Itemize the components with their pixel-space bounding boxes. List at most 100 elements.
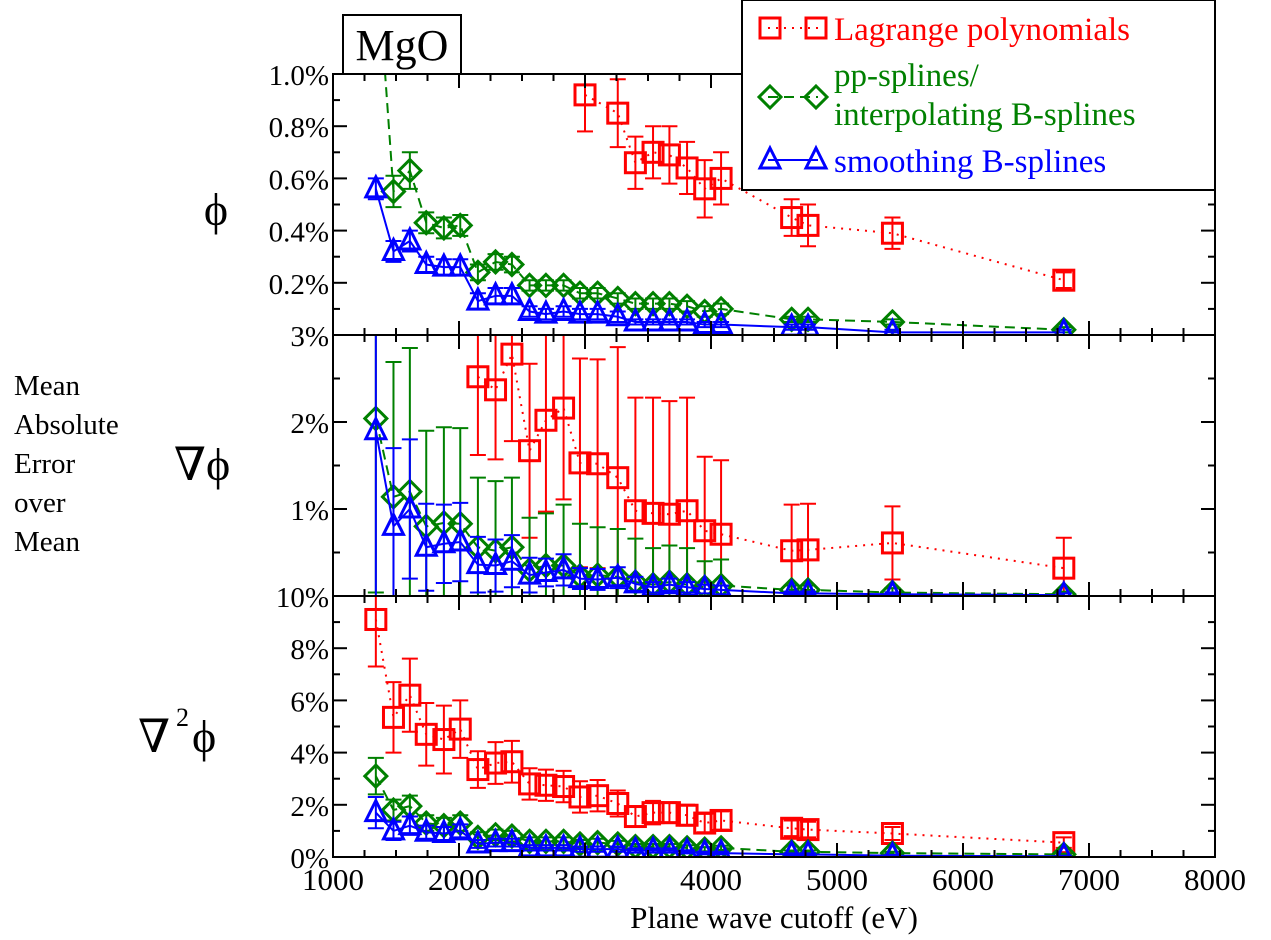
panel-2-ytick-label: 0% [290,843,329,875]
lagrange-point [709,166,733,190]
material-label: MgO [356,21,449,70]
smoothing-point [363,797,389,823]
lagrange-point [1052,556,1076,580]
panel-0-ytick-label: 0.4% [269,217,329,249]
lagrange-point [641,140,665,164]
smoothing-point [656,306,682,332]
panel-label-laplacian-phi: ∇ 2 ϕ [138,703,216,762]
smoothing-point [397,225,423,251]
legend-lagrange-marker [758,16,782,40]
smoothing-point [363,415,389,441]
smoothing-point [465,549,491,575]
lagrange-point [364,607,388,631]
smoothing-point [465,828,491,854]
smoothing-point [483,550,508,576]
lagrange-point [796,538,820,562]
material-label-box: MgO [342,14,462,75]
smoothing-point [780,311,804,335]
lagrange-point [780,539,804,563]
legend-label-ppspline-line-1: pp-splines/ [834,58,980,94]
smoothing-point [533,832,559,857]
smoothing-point [1055,579,1072,596]
ppspline-point [622,833,649,857]
panel-0-ytick-label: 0.8% [269,112,329,144]
smoothing-point [397,493,423,519]
lagrange-point [518,439,542,463]
smoothing-point [413,249,439,275]
lagrange-point [623,499,647,523]
smoothing-point [483,280,508,306]
legend-smoothing-marker [803,144,829,170]
lagrange-point [586,452,610,476]
lagrange-point [414,722,438,746]
smoothing-point [567,298,593,324]
lagrange-point [623,805,647,829]
smoothing-point [796,311,820,335]
lagrange-point [657,143,681,167]
panel-2-ytick-label: 2% [290,791,329,823]
lagrange-point [675,499,699,523]
smoothing-point [431,818,457,844]
panel-1-frame [332,334,1216,597]
ppspline-point [794,576,822,596]
smoothing-point [658,835,681,857]
panel-0-ytick-label: 0.6% [269,164,329,196]
ppspline-point [1050,581,1077,596]
lagrange-point [1052,268,1076,292]
smoothing-point [799,578,818,596]
ppspline-point [794,838,822,857]
ppspline-point [464,259,492,286]
lagrange-point [500,342,524,366]
lagrange-point [606,791,630,815]
x-tick-label: 1000 [302,862,364,897]
smoothing-point [642,835,664,857]
smoothing-point [883,317,902,335]
smoothing-point [483,827,508,853]
lagrange-point [448,717,472,741]
legend-ppspline-marker [802,83,830,111]
smoothing-point [381,511,406,536]
ylabel-line-1: Mean [14,370,81,402]
smoothing-point [585,298,611,324]
laplacian-symbol: ∇ [138,711,170,762]
ylabel-line-3: Error [14,448,76,480]
x-tick-label: 8000 [1184,862,1246,897]
panel-2-ytick-label: 8% [290,634,329,666]
lagrange-point [880,221,904,245]
lagrange-point [709,808,733,832]
x-tick-label: 4000 [680,862,742,897]
lagrange-point [693,811,717,835]
ppspline-point [879,839,906,857]
smoothing-point [605,562,631,588]
panel-2-ytick-label: 10% [276,582,329,614]
laplacian-superscript: 2 [176,703,189,732]
lagrange-point [641,801,665,825]
smoothing-point [693,573,716,596]
lagrange-point [675,156,699,180]
smoothing-point [624,835,647,857]
smoothing-point [533,298,559,324]
legend-label-lagrange: Lagrange polynomials [834,12,1130,48]
ppspline-point [482,248,509,276]
smoothing-point [533,557,559,583]
lagrange-point [657,502,681,526]
lagrange-point [398,683,422,707]
lagrange-point [880,531,904,555]
ppspline-point [622,290,649,317]
lagrange-point [466,365,490,389]
panel-label-phi: ϕ [204,184,228,235]
ppspline-point [396,157,423,184]
lagrange-point [780,816,804,840]
ppspline-point [673,834,701,857]
lagrange-line [477,350,1064,570]
lagrange-point [552,396,576,420]
smoothing-point [447,526,473,552]
smoothing-point [622,568,648,594]
x-tick-label: 6000 [932,862,994,897]
lagrange-point [606,466,630,490]
legend: Lagrange polynomials pp-splines/ interpo… [741,0,1216,191]
smoothing-point [695,837,715,857]
smoothing-point [585,564,611,589]
ppspline-point [707,572,735,596]
smoothing-point [782,839,801,857]
